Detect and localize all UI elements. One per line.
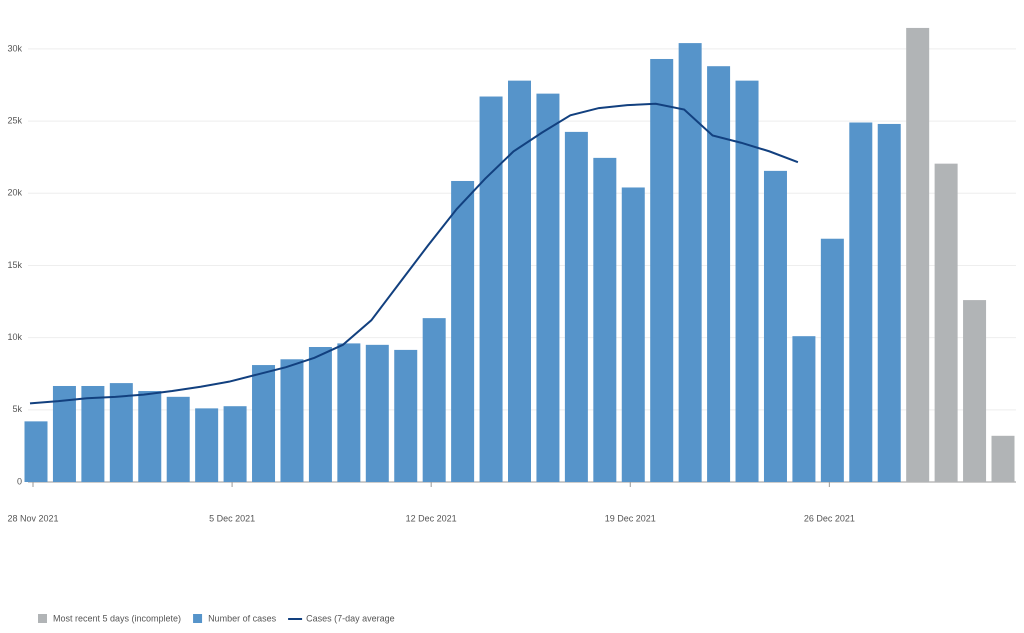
legend-swatch [38, 614, 47, 623]
legend-label: Most recent 5 days (incomplete) [53, 613, 181, 623]
y-tick-label: 10k [7, 332, 22, 342]
bar [849, 122, 873, 482]
y-tick-label: 5k [12, 404, 22, 414]
bar [365, 344, 389, 482]
bar [991, 435, 1015, 482]
bar [763, 170, 787, 482]
x-tick-label: 5 Dec 2021 [209, 513, 255, 523]
bar [422, 318, 446, 482]
bar [479, 96, 503, 483]
y-tick-label: 20k [7, 188, 22, 198]
bar [394, 349, 418, 482]
bar [593, 157, 617, 483]
bar [621, 187, 645, 482]
y-tick-label: 15k [7, 260, 22, 270]
bar [195, 408, 219, 482]
bar [24, 421, 48, 482]
y-tick-label: 0 [17, 476, 22, 486]
bar [792, 336, 816, 482]
bar [934, 163, 958, 482]
bar [877, 123, 901, 482]
bar [564, 131, 588, 482]
bar [820, 238, 844, 482]
x-tick-label: 19 Dec 2021 [605, 513, 656, 523]
bar [678, 43, 702, 482]
bar [707, 66, 731, 482]
bar [138, 391, 162, 482]
legend-swatch [193, 614, 203, 623]
bar [280, 359, 304, 482]
bar [252, 365, 276, 482]
bar [451, 180, 475, 482]
y-tick-label: 25k [7, 115, 22, 125]
bar [166, 396, 190, 482]
x-tick-label: 28 Nov 2021 [7, 513, 58, 523]
x-tick-label: 26 Dec 2021 [804, 513, 855, 523]
bar [109, 383, 133, 482]
bar [223, 406, 247, 482]
bar [308, 347, 332, 482]
bar [906, 27, 930, 483]
x-tick-label: 12 Dec 2021 [406, 513, 457, 523]
bar [52, 385, 76, 482]
bar [337, 343, 361, 482]
bar [536, 93, 560, 482]
legend-label: Cases (7-day average [306, 613, 395, 623]
bar [81, 385, 105, 482]
bar [963, 300, 987, 482]
average-line [29, 102, 799, 405]
bar [650, 58, 674, 482]
y-tick-label: 30k [7, 43, 22, 53]
bar [735, 80, 759, 482]
bar [508, 80, 531, 482]
legend-label: Number of cases [208, 613, 277, 623]
